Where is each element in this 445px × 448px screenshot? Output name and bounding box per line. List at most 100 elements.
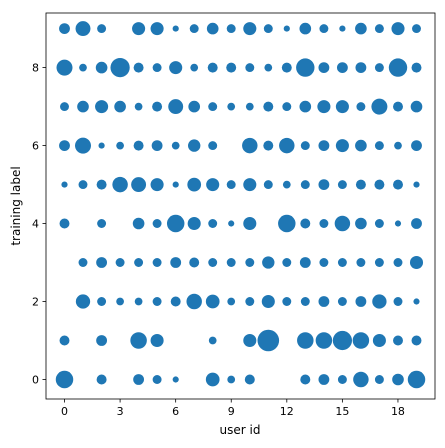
- scatter-point: [337, 180, 347, 190]
- scatter-point: [393, 297, 403, 306]
- scatter-point: [96, 257, 108, 268]
- scatter-point: [208, 219, 218, 228]
- scatter-point: [171, 141, 180, 150]
- scatter-point: [355, 296, 367, 307]
- scatter-point: [355, 22, 367, 35]
- scatter-point: [133, 374, 145, 385]
- scatter-point: [394, 141, 402, 150]
- scatter-point: [78, 258, 88, 267]
- scatter-point: [412, 24, 421, 34]
- scatter-point: [189, 24, 199, 34]
- scatter-point: [245, 297, 255, 306]
- scatter-point: [226, 24, 236, 34]
- scatter-point: [208, 102, 218, 112]
- x-tick-label: 3: [117, 405, 124, 418]
- scatter-point: [335, 139, 349, 153]
- scatter-point: [130, 332, 147, 349]
- scatter-point: [114, 100, 126, 113]
- scatter-point: [374, 258, 384, 267]
- scatter-point: [227, 375, 236, 384]
- scatter-point: [166, 214, 185, 233]
- scatter-point: [152, 101, 163, 112]
- scatter-point: [59, 23, 70, 35]
- scatter-point: [355, 179, 366, 190]
- scatter-point: [96, 335, 108, 346]
- scatter-point: [282, 102, 292, 112]
- x-tick-label: 18: [391, 405, 405, 418]
- scatter-point: [297, 332, 314, 349]
- scatter-point: [372, 294, 387, 309]
- scatter-point: [75, 21, 91, 37]
- scatter-point: [315, 332, 333, 349]
- scatter-point: [131, 177, 147, 193]
- scatter-point: [95, 100, 109, 114]
- scatter-point: [262, 256, 275, 269]
- scatter-point: [244, 374, 255, 385]
- x-axis-ticks: 0 3 6 9 12 15 18: [61, 399, 405, 418]
- scatter-point: [208, 336, 217, 345]
- scatter-point: [206, 22, 219, 35]
- scatter-point: [170, 257, 182, 268]
- scatter-point: [227, 102, 236, 111]
- scatter-point: [282, 297, 292, 306]
- scatter-point: [374, 24, 384, 34]
- scatter-point: [413, 298, 420, 305]
- scatter-point: [243, 216, 257, 231]
- scatter-point: [263, 180, 273, 190]
- scatter-point: [282, 258, 292, 267]
- scatter-point: [59, 335, 70, 346]
- y-tick-label: 2: [32, 296, 39, 309]
- scatter-points: [55, 21, 426, 389]
- scatter-point: [134, 297, 143, 306]
- scatter-point: [150, 333, 164, 348]
- scatter-point: [110, 57, 130, 78]
- y-tick-label: 6: [32, 140, 39, 153]
- scatter-point: [187, 177, 202, 192]
- scatter-point: [243, 178, 257, 192]
- scatter-point: [169, 61, 183, 75]
- scatter-point: [134, 102, 143, 111]
- x-axis-label: user id: [220, 423, 261, 437]
- scatter-point: [151, 140, 163, 152]
- scatter-point: [97, 24, 107, 34]
- scatter-point: [334, 215, 351, 232]
- scatter-point: [152, 258, 162, 267]
- scatter-point: [374, 219, 384, 228]
- scatter-point: [55, 370, 74, 389]
- scatter-point: [393, 179, 403, 190]
- scatter-point: [188, 100, 201, 113]
- scatter-point: [116, 141, 124, 150]
- scatter-point: [335, 100, 349, 114]
- scatter-point: [282, 180, 291, 189]
- scatter-point: [356, 258, 366, 267]
- plot-area: [46, 13, 435, 399]
- x-tick-label: 0: [61, 405, 68, 418]
- scatter-point: [300, 374, 311, 385]
- scatter-point: [95, 61, 108, 74]
- scatter-point: [279, 137, 295, 154]
- scatter-point: [187, 216, 201, 231]
- scatter-point: [188, 139, 201, 152]
- scatter-point: [172, 376, 179, 383]
- scatter-point: [413, 181, 420, 188]
- scatter-point: [409, 255, 424, 270]
- scatter-point: [263, 24, 273, 34]
- scatter-point: [226, 180, 236, 190]
- scatter-point: [226, 258, 236, 267]
- scatter-point: [243, 333, 257, 348]
- scatter-point: [257, 329, 280, 352]
- scatter-point: [392, 373, 404, 386]
- scatter-point: [243, 22, 257, 36]
- scatter-point: [356, 102, 366, 112]
- scatter-point: [152, 297, 162, 306]
- scatter-point: [374, 375, 384, 384]
- scatter-point: [97, 297, 107, 306]
- scatter-point: [411, 218, 422, 229]
- scatter-point: [337, 297, 347, 306]
- scatter-point: [261, 294, 275, 309]
- scatter-point: [245, 258, 255, 267]
- x-tick-label: 12: [280, 405, 294, 418]
- y-tick-label: 0: [32, 374, 39, 387]
- scatter-point: [59, 140, 70, 152]
